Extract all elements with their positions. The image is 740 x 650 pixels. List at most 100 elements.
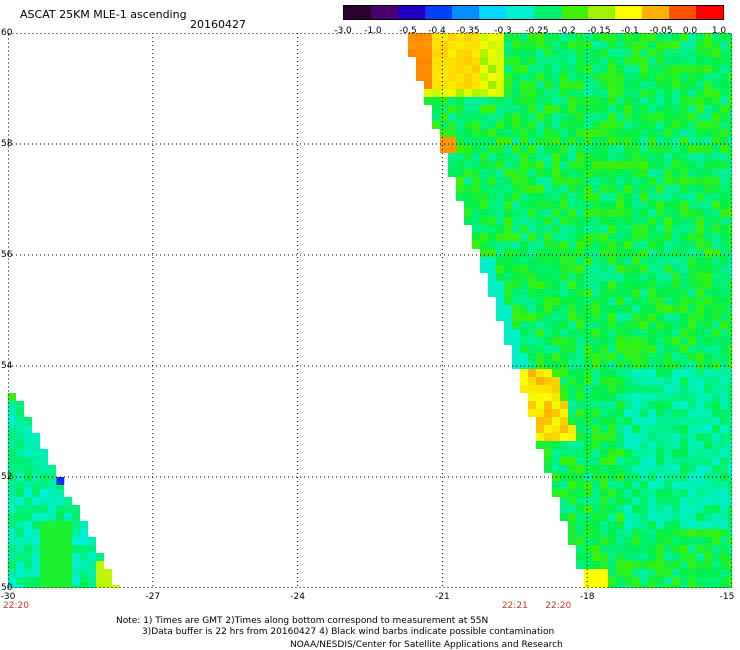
swath-cell [672,497,680,505]
swath-cell [24,441,32,449]
swath-cell [640,433,648,441]
swath-cell [648,361,656,369]
gridlines [8,33,732,588]
swath-cell [728,81,732,89]
swath-cell [696,289,704,297]
swath-cell [680,193,688,201]
swath-cell [640,273,648,281]
swath-cell [624,57,632,65]
swath-cell [480,201,488,209]
swath-cell [568,73,576,81]
swath-cell [672,265,680,273]
swath-cell [712,553,720,561]
swath-cell [728,409,732,417]
swath-cell [600,281,608,289]
swath-cell [720,353,728,361]
swath-cell [544,249,552,257]
swath-cell [584,289,592,297]
swath-cell [480,257,488,265]
swath-cell [704,361,712,369]
swath-cell [568,153,576,161]
swath-cell [656,465,664,473]
swath-cell [584,161,592,169]
swath-cell [8,465,16,473]
swath-cell [624,249,632,257]
swath-cell [688,561,696,569]
swath-cell [528,33,536,41]
swath-cell [584,73,592,81]
swath-cell [624,265,632,273]
swath-cell [608,41,616,49]
swath-cell [712,257,720,265]
swath-cell [680,257,688,265]
swath-cell [688,265,696,273]
swath-cell [528,329,536,337]
swath-cell [8,529,16,537]
swath-cell [688,393,696,401]
swath-cell [712,513,720,521]
swath-cell [504,185,512,193]
swath-cell [672,329,680,337]
swath-cell [696,81,704,89]
swath-cell [600,385,608,393]
swath-cell [640,329,648,337]
swath-cell [720,529,728,537]
swath-cell [480,57,488,65]
swath-cell [688,153,696,161]
swath-cell [40,457,48,465]
colorbar-segment [398,6,426,19]
swath-cell [56,553,64,561]
swath-cell [488,89,496,97]
swath-cell [624,537,632,545]
swath-cell [624,529,632,537]
swath-cell [712,113,720,121]
swath-cell [552,145,560,153]
swath-cell [536,105,544,113]
swath-cell [664,129,672,137]
swath-cell [720,441,728,449]
swath-cell [680,49,688,57]
swath-cell [672,537,680,545]
swath-cell [8,441,16,449]
swath-cell [48,465,56,473]
swath-cell [712,497,720,505]
swath-cell [616,105,624,113]
swath-cell [656,281,664,289]
swath-cell [520,97,528,105]
swath-cell [88,561,96,569]
swath-cell [568,409,576,417]
swath-cell [608,265,616,273]
swath-cell [496,233,504,241]
swath-cell [576,345,584,353]
swath-cell [656,441,664,449]
swath-cell [432,89,440,97]
swath-cell [592,465,600,473]
swath-cell [688,313,696,321]
swath-cell [656,521,664,529]
swath-cell [560,417,568,425]
swath-cell [592,193,600,201]
swath-cell [472,209,480,217]
swath-cell [472,121,480,129]
swath-cell [680,393,688,401]
swath-cell [600,105,608,113]
swath-cell [704,457,712,465]
swath-cell [640,457,648,465]
swath-cell [600,545,608,553]
swath-cell [536,49,544,57]
swath-cell [696,113,704,121]
swath-cell [640,217,648,225]
swath-cell [616,89,624,97]
swath-cell [520,185,528,193]
swath-cell [696,241,704,249]
swath-cell [728,377,732,385]
swath-cell [576,209,584,217]
swath-cell [528,89,536,97]
swath-cell [680,369,688,377]
swath-cell [712,41,720,49]
swath-cell [520,73,528,81]
swath-cell [720,33,728,41]
swath-cell [672,361,680,369]
swath-cell [584,321,592,329]
swath-cell [496,161,504,169]
